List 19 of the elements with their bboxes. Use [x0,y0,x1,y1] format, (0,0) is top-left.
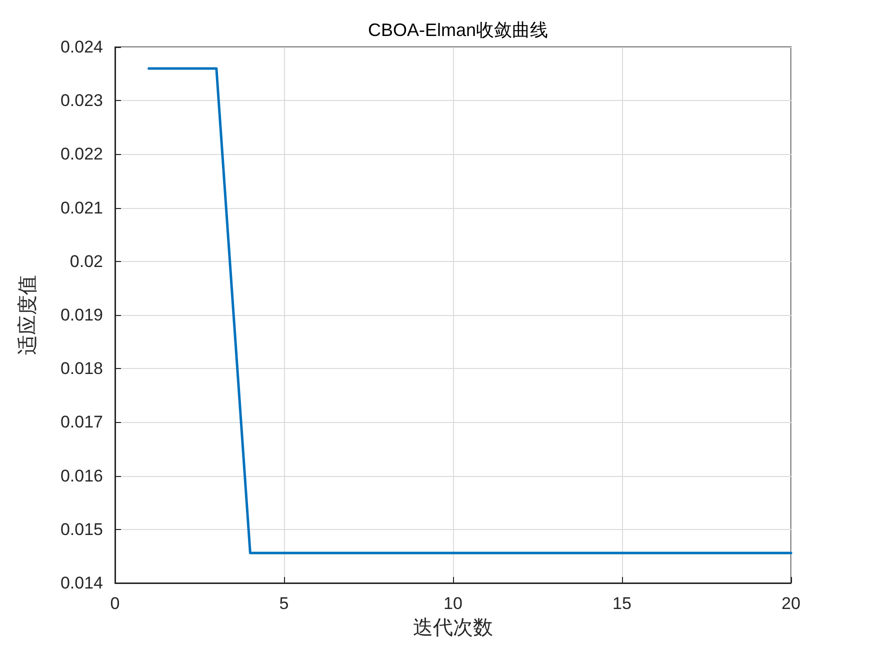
y-tick-label: 0.021 [60,198,103,218]
x-tick-label: 10 [444,594,462,613]
y-tick-label: 0.017 [60,412,103,432]
y-tick-label: 0.022 [60,144,103,164]
x-tick-label: 5 [279,594,289,613]
y-tick-label: 0.02 [70,252,103,271]
y-tick-label: 0.015 [60,520,103,539]
y-tick-label: 0.014 [60,574,103,592]
x-tick-label: 15 [612,594,632,613]
x-tick-label: 0 [110,594,120,613]
y-tick-label: 0.019 [60,306,103,324]
y-tick-label: 0.023 [60,91,103,110]
y-axis-title: 适应度值 [15,275,39,355]
y-tick-label: 0.016 [60,466,103,486]
x-axis-title: 迭代次数 [413,614,493,639]
chart-title: CBOA-Elman收敛曲线 [368,20,548,40]
y-tick-label: 0.018 [60,359,103,378]
x-tick-label: 20 [782,594,800,613]
y-tick-label: 0.024 [60,38,103,56]
